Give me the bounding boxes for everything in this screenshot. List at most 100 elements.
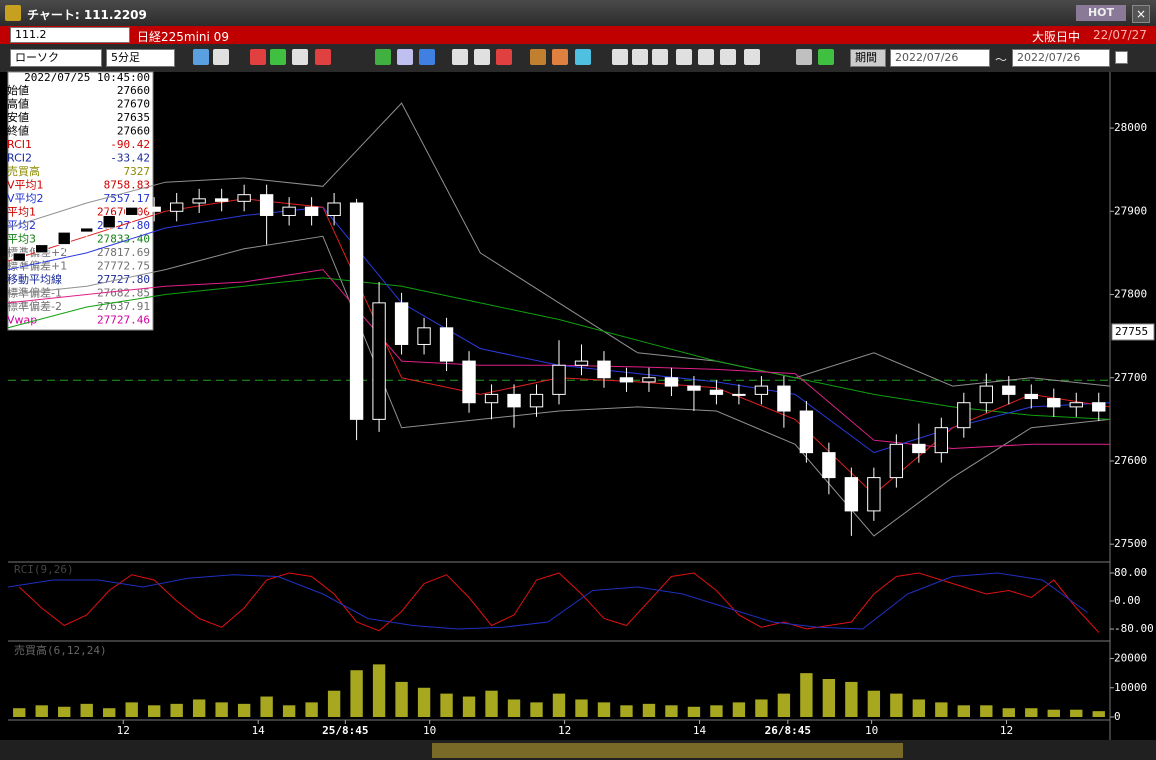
line xyxy=(18,572,1100,633)
toolbar-icon[interactable] xyxy=(375,49,391,65)
volume-bar xyxy=(372,664,386,717)
info-value: 27727.46 xyxy=(97,314,150,327)
info-label: 標準偏差-1 xyxy=(7,286,62,300)
volume-bar xyxy=(1092,711,1105,717)
volume-bar xyxy=(732,702,746,717)
info-value: 27635 xyxy=(117,111,150,124)
y-tick-label: 27500 xyxy=(1114,537,1147,550)
candle-body xyxy=(439,327,454,362)
toolbar-icon[interactable] xyxy=(315,49,331,65)
info-value: 7557.17 xyxy=(104,192,150,205)
toolbar-icon[interactable] xyxy=(213,49,229,65)
toolbar-icon[interactable] xyxy=(575,49,591,65)
volume-bar xyxy=(665,705,678,717)
toolbar-icon[interactable] xyxy=(796,49,812,65)
symbol-name: 日経225mini 09 xyxy=(137,30,229,44)
toolbar-icon[interactable] xyxy=(530,49,546,65)
toolbar-icon[interactable] xyxy=(744,49,760,65)
toolbar-icon[interactable] xyxy=(397,49,413,65)
y-tick-label: 27700 xyxy=(1114,371,1147,384)
y-tick-label: 27600 xyxy=(1114,454,1147,467)
toolbar-icon[interactable] xyxy=(632,49,648,65)
candle-body xyxy=(597,360,611,379)
volume-bar xyxy=(755,699,768,717)
info-value: 27727.80 xyxy=(97,273,150,286)
volume-bar xyxy=(912,699,926,717)
volume-bar xyxy=(800,673,813,717)
toolbar-icon[interactable] xyxy=(452,49,468,65)
volume-bar xyxy=(350,670,363,717)
info-value: 27772.75 xyxy=(97,260,150,273)
toolbar-icon[interactable] xyxy=(292,49,308,65)
info-value: 27660 xyxy=(117,125,150,138)
info-label: Vwap xyxy=(7,314,37,327)
candle-body xyxy=(642,377,656,383)
toolbar-icon[interactable] xyxy=(250,49,266,65)
candle-body xyxy=(80,227,94,233)
scroll-thumb[interactable] xyxy=(432,743,903,758)
volume-bar xyxy=(170,703,183,717)
candle-body xyxy=(12,252,26,262)
panel xyxy=(8,102,1110,537)
candle-body xyxy=(1092,402,1106,412)
interval-dropdown[interactable]: 5分足 xyxy=(106,49,175,67)
toolbar-icon[interactable] xyxy=(698,49,714,65)
toolbar-icon[interactable] xyxy=(652,49,668,65)
symbol-bar: 111.2 日経225mini 09 大阪日中 22/07/27 xyxy=(0,26,1156,44)
line xyxy=(8,102,1110,387)
chart-background xyxy=(0,72,1156,740)
candle-body xyxy=(304,206,319,216)
to-date[interactable]: 2022/07/26 xyxy=(1012,49,1110,67)
info-value: -33.42 xyxy=(110,152,150,165)
candle-body xyxy=(799,410,814,454)
toolbar-icon[interactable] xyxy=(676,49,692,65)
info-label: 標準偏差+1 xyxy=(7,259,67,273)
candle-body xyxy=(394,302,409,345)
candle-body xyxy=(125,206,139,216)
y-tick-label: -80.00 xyxy=(1114,622,1154,635)
toolbar-icon[interactable] xyxy=(818,49,834,65)
volume-bar xyxy=(282,705,296,717)
toolbar-icon[interactable] xyxy=(496,49,512,65)
toolbar-icon[interactable] xyxy=(720,49,736,65)
volume-bar xyxy=(485,690,498,717)
y-tick-label: 0.00 xyxy=(1114,594,1141,607)
candle-body xyxy=(462,360,476,404)
toolbar-icon[interactable] xyxy=(270,49,286,65)
symbol-dropdown[interactable]: 111.2 xyxy=(10,27,130,43)
volume-bar xyxy=(103,708,116,717)
volume-bar xyxy=(80,703,93,717)
chart-type-dropdown[interactable]: ローソク xyxy=(10,49,102,67)
candle-body xyxy=(687,385,701,391)
candle-body xyxy=(237,194,251,202)
candle-body xyxy=(709,389,724,395)
toolbar-icon[interactable] xyxy=(552,49,568,65)
volume-label: 売買高(6,12,24) xyxy=(14,643,107,657)
volume-bar xyxy=(260,696,273,717)
line xyxy=(8,572,1088,630)
x-tick-label: 25/8:45 xyxy=(322,724,368,737)
close-button[interactable]: × xyxy=(1132,5,1150,23)
candle-body xyxy=(934,427,949,454)
x-tick-label: 10 xyxy=(423,724,436,737)
candle-body xyxy=(1069,402,1083,408)
hot-button[interactable]: HOT xyxy=(1076,5,1126,21)
volume-bar xyxy=(530,702,543,717)
candle-body xyxy=(619,377,634,383)
x-tick-label: 12 xyxy=(1000,724,1013,737)
y-tick-label: 80.00 xyxy=(1114,566,1147,579)
toolbar-icon[interactable] xyxy=(612,49,628,65)
volume-bar xyxy=(215,702,228,717)
period-button[interactable]: 期間 xyxy=(850,49,886,67)
x-tick-label: 12 xyxy=(558,724,571,737)
volume-bar xyxy=(13,708,26,717)
toolbar-icon[interactable] xyxy=(193,49,209,65)
y-tick-label: 10000 xyxy=(1114,681,1147,694)
from-date[interactable]: 2022/07/26 xyxy=(890,49,990,67)
toolbar-icon[interactable] xyxy=(419,49,435,65)
toolbar-icon[interactable] xyxy=(474,49,490,65)
checkbox[interactable] xyxy=(1115,51,1128,64)
volume-bar xyxy=(980,705,993,717)
